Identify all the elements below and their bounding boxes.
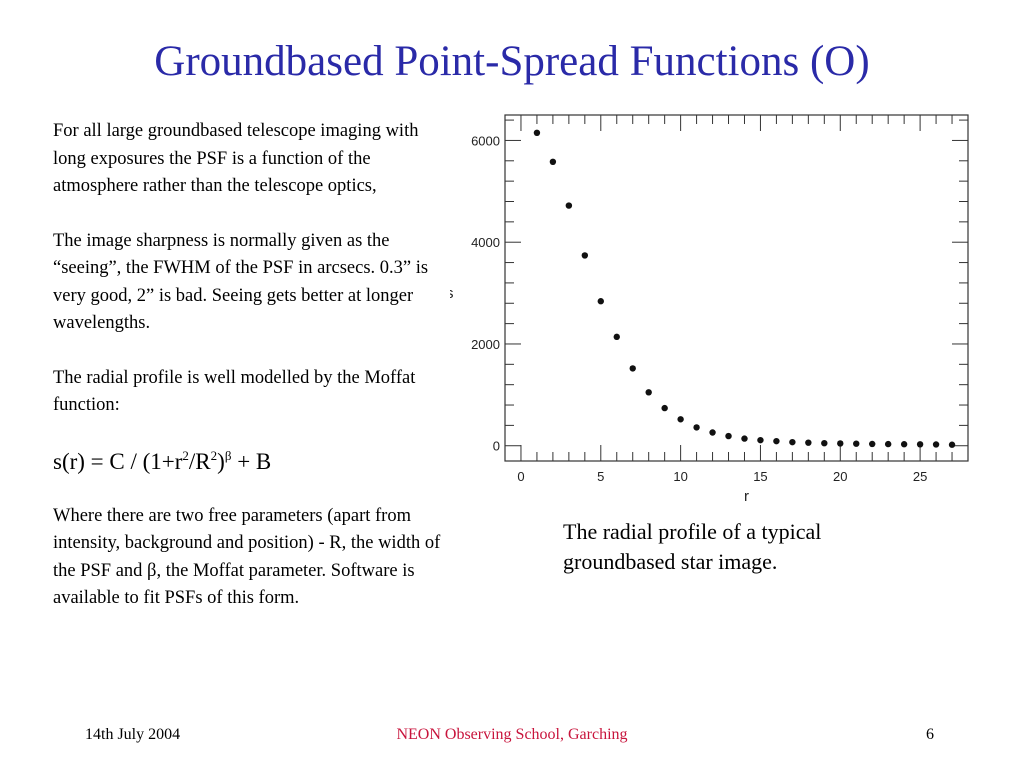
data-point xyxy=(613,333,620,341)
formula-part-2: /R xyxy=(188,448,211,474)
paragraph-1: For all large groundbased telescope imag… xyxy=(53,121,419,196)
y-tick-label: 0 xyxy=(493,439,500,454)
x-axis-label: r xyxy=(744,488,749,505)
plot-frame xyxy=(504,114,969,462)
data-point xyxy=(565,202,573,209)
moffat-formula: s(r) = C / (1+r2/R2)β + B xyxy=(53,447,443,477)
y-tick-label: 2000 xyxy=(471,337,500,352)
formula-sup-2: 2 xyxy=(210,447,218,463)
data-point xyxy=(884,440,892,448)
data-point xyxy=(677,416,684,423)
paragraph-2: The image sharpness is normally given as… xyxy=(53,230,429,334)
data-point xyxy=(597,298,604,305)
formula-part-4: + B xyxy=(231,448,272,474)
x-tick-label: 10 xyxy=(673,469,687,484)
footer-event: NEON Observing School, Garching xyxy=(396,726,628,743)
x-tick-label: 15 xyxy=(753,469,767,484)
paragraph-4: Where there are two free parameters (apa… xyxy=(53,505,441,609)
data-point xyxy=(741,435,748,442)
paragraph-3: The radial profile is well modelled by t… xyxy=(53,367,416,416)
data-point xyxy=(916,441,924,448)
radial-profile-chart: 0 5 10 15 20 25 0 2000 4000 6000 r s xyxy=(446,108,980,508)
footer-page-number: 6 xyxy=(926,726,934,743)
body-text: For all large groundbased telescope imag… xyxy=(53,118,443,640)
data-point xyxy=(948,441,956,448)
x-tick-label: 5 xyxy=(597,469,604,484)
data-point xyxy=(581,252,589,259)
x-tick-label: 0 xyxy=(517,469,524,484)
data-point xyxy=(757,436,764,444)
data-point xyxy=(533,129,541,137)
data-point xyxy=(869,440,876,448)
formula-sup-1: 2 xyxy=(182,447,189,463)
x-tick-label: 20 xyxy=(833,469,847,484)
y-axis-label: s xyxy=(450,285,454,302)
data-point xyxy=(693,424,700,431)
data-point xyxy=(549,158,557,166)
data-point xyxy=(837,440,844,447)
formula-part-3: ) xyxy=(217,448,225,474)
data-point xyxy=(789,438,796,446)
formula-part-1: s(r) = C / (1+r xyxy=(53,448,183,474)
data-point xyxy=(932,441,940,448)
y-tick-label: 4000 xyxy=(471,235,500,250)
data-point xyxy=(805,439,812,446)
data-point xyxy=(853,440,860,447)
data-point xyxy=(709,429,716,436)
chart-svg: 0 5 10 15 20 25 0 2000 4000 6000 r s xyxy=(446,114,969,505)
data-point xyxy=(629,365,636,372)
data-point xyxy=(821,439,828,447)
slide-title: Groundbased Point-Spread Functions (O) xyxy=(154,38,870,85)
footer-date: 14th July 2004 xyxy=(85,726,181,743)
y-tick-label: 6000 xyxy=(471,133,500,148)
data-point xyxy=(725,432,732,440)
data-point xyxy=(645,389,652,396)
chart-caption: The radial profile of a typical groundba… xyxy=(563,519,822,574)
data-point xyxy=(900,441,908,448)
x-tick-label: 25 xyxy=(913,469,927,484)
data-point xyxy=(661,404,668,412)
formula-sup-3: β xyxy=(224,447,232,463)
data-point xyxy=(773,437,780,445)
